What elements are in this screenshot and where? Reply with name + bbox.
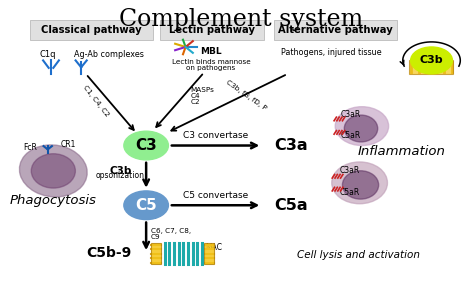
Text: C1, C4, C2: C1, C4, C2 (82, 84, 110, 118)
Text: MBL: MBL (201, 47, 222, 56)
Text: C3 convertase: C3 convertase (183, 130, 248, 140)
Text: Pathogens, injured tissue: Pathogens, injured tissue (282, 49, 382, 58)
Text: C5: C5 (135, 198, 157, 213)
Text: C3a: C3a (274, 138, 308, 153)
Text: C3aR: C3aR (340, 167, 360, 176)
FancyBboxPatch shape (30, 20, 153, 40)
FancyBboxPatch shape (274, 20, 397, 40)
Ellipse shape (344, 115, 378, 142)
Text: C5a: C5a (274, 198, 308, 213)
Text: C5b-9: C5b-9 (86, 246, 132, 260)
Ellipse shape (332, 162, 387, 204)
Ellipse shape (342, 171, 379, 199)
Text: C1q: C1q (39, 50, 56, 59)
Text: Classical pathway: Classical pathway (41, 25, 142, 35)
Text: C3: C3 (135, 138, 157, 153)
Text: CR1: CR1 (60, 140, 76, 149)
Text: C3b: C3b (419, 56, 443, 65)
Text: on pathogens: on pathogens (186, 65, 236, 71)
Text: C5 convertase: C5 convertase (183, 191, 248, 200)
Ellipse shape (31, 154, 75, 188)
FancyBboxPatch shape (160, 20, 264, 40)
Text: C2: C2 (190, 99, 200, 105)
Text: C3b: C3b (109, 166, 132, 176)
Text: Inflammation: Inflammation (357, 145, 445, 158)
Circle shape (124, 131, 168, 160)
Text: C4: C4 (190, 93, 200, 99)
Text: Cell lysis and activation: Cell lysis and activation (297, 250, 420, 260)
Text: C5b: C5b (136, 211, 158, 221)
Text: FcR: FcR (23, 142, 37, 152)
Text: C3aR: C3aR (341, 110, 361, 119)
Ellipse shape (19, 145, 87, 197)
Ellipse shape (335, 107, 389, 146)
Text: C6, C7, C8,: C6, C7, C8, (151, 228, 191, 234)
Text: MAC: MAC (205, 243, 222, 252)
Text: opsonization: opsonization (96, 172, 145, 181)
Text: Ag-Ab complexes: Ag-Ab complexes (74, 50, 144, 59)
FancyBboxPatch shape (409, 60, 453, 74)
Text: Lectin binds mannose: Lectin binds mannose (172, 59, 250, 65)
Text: Phagocytosis: Phagocytosis (10, 194, 97, 207)
Circle shape (124, 191, 168, 220)
Text: C3b, fB, fD, P: C3b, fB, fD, P (225, 79, 267, 112)
FancyBboxPatch shape (151, 243, 161, 264)
Text: MASPs: MASPs (190, 87, 214, 93)
Text: C9: C9 (151, 234, 160, 240)
Text: Alternative pathway: Alternative pathway (278, 25, 392, 35)
Circle shape (410, 47, 452, 74)
Text: C5aR: C5aR (341, 131, 361, 140)
Text: Lectin pathway: Lectin pathway (169, 25, 255, 35)
Text: C5aR: C5aR (340, 188, 360, 197)
Text: Complement system: Complement system (119, 8, 364, 31)
FancyBboxPatch shape (204, 243, 214, 264)
